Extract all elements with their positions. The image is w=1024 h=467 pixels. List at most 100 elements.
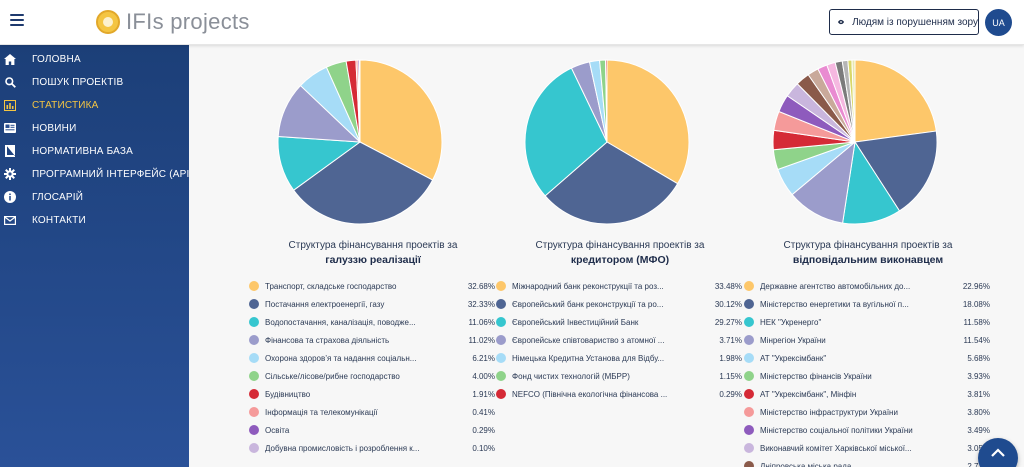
legend-dot-icon bbox=[744, 443, 754, 453]
language-switch-button[interactable]: UA bbox=[985, 9, 1012, 36]
legend-value: 5.68% bbox=[967, 353, 990, 363]
legend-item[interactable]: NEFCO (Північна екологічна фінансова ...… bbox=[496, 385, 744, 403]
legend-item[interactable]: Міжнародний банк реконструкції та роз...… bbox=[496, 277, 744, 295]
pie-chart-sector[interactable] bbox=[277, 59, 443, 225]
legend-item[interactable]: Освіта 0.29% bbox=[249, 421, 497, 439]
sidebar-item-home[interactable]: ГОЛОВНА bbox=[0, 49, 189, 69]
legend-dot-icon bbox=[249, 281, 259, 291]
legend-dot-icon bbox=[744, 371, 754, 381]
legend-item[interactable]: АТ "Укрексімбанк" 5.68% bbox=[744, 349, 992, 367]
sidebar-item-regulatory[interactable]: НОРМАТИВНА БАЗА bbox=[0, 141, 189, 161]
legend-item[interactable]: Міністерство соціальної політики України… bbox=[744, 421, 992, 439]
legend-item[interactable]: Інформація та телекомунікації 0.41% bbox=[249, 403, 497, 421]
legend-label: АТ "Укрексімбанк" bbox=[760, 353, 827, 363]
chart-caption: Структура фінансування проектів за відпо… bbox=[744, 239, 992, 268]
hamburger-menu-icon[interactable] bbox=[10, 14, 24, 26]
legend-item[interactable]: Державне агентство автомобільних до... 22… bbox=[744, 277, 992, 295]
legend-dot-icon bbox=[744, 389, 754, 399]
legend-value: 22.96% bbox=[962, 281, 990, 291]
sidebar-item-statistics[interactable]: СТАТИСТИКА bbox=[0, 95, 189, 115]
legend-item[interactable]: Німецька Кредитна Установа для Відбу... 1… bbox=[496, 349, 744, 367]
legend-item[interactable]: Європейський Інвестиційний Банк 29.27% bbox=[496, 313, 744, 331]
legend-item[interactable]: Фонд чистих технологій (МБРР) 1.15% bbox=[496, 367, 744, 385]
legend-label: Міністерство інфраструктури України bbox=[760, 407, 898, 417]
legend-value: 6.21% bbox=[472, 353, 495, 363]
legend-item[interactable]: Виконавчий комітет Харківської міської..… bbox=[744, 439, 992, 457]
legend-value: 29.27% bbox=[714, 317, 742, 327]
pie-slice[interactable] bbox=[292, 141, 434, 225]
legend-label: Фінансова та страхова діяльність bbox=[265, 335, 390, 345]
legend-item[interactable]: Будівництво 1.91% bbox=[249, 385, 497, 403]
pie-slice[interactable] bbox=[854, 130, 938, 212]
legend-item[interactable]: Дніпровська міська рада2.77% bbox=[744, 457, 992, 467]
legend-dot-icon bbox=[744, 317, 754, 327]
legend-dot-icon bbox=[744, 461, 754, 467]
legend-item[interactable]: Міністерство фінансів України 3.93% bbox=[744, 367, 992, 385]
sidebar-item-label: ГОЛОВНА bbox=[32, 53, 81, 65]
newspaper-icon bbox=[4, 122, 16, 134]
pie-slice[interactable] bbox=[854, 59, 937, 143]
pie-chart-creditor[interactable] bbox=[524, 59, 690, 225]
legend-item[interactable]: Європейське співтовариство з атомної ...… bbox=[496, 331, 744, 349]
legend-item[interactable]: Водопостачання, каналізація, поводже... 1… bbox=[249, 313, 497, 331]
logo-icon bbox=[96, 10, 120, 34]
legend-dot-icon bbox=[744, 335, 754, 345]
chart-caption-line1: Структура фінансування проектів за bbox=[288, 240, 458, 251]
pie-slice[interactable] bbox=[604, 59, 608, 143]
pie-slice[interactable] bbox=[358, 59, 361, 143]
sidebar-item-glossary[interactable]: ГЛОСАРІЙ bbox=[0, 187, 189, 207]
legend-label: Охорона здоров’я та надання соціальн... bbox=[265, 353, 417, 363]
legend-value: 11.54% bbox=[963, 335, 990, 345]
pie-slice[interactable] bbox=[359, 59, 443, 181]
legend-label: Інформація та телекомунікації bbox=[265, 407, 378, 417]
pie-slice[interactable] bbox=[851, 59, 856, 143]
legend-label: Державне агентство автомобільних до... bbox=[760, 281, 911, 291]
eye-icon bbox=[838, 19, 845, 25]
legend-item[interactable]: Європейський банк реконструкції та ро...… bbox=[496, 295, 744, 313]
legend-item[interactable]: АТ "Укрексімбанк", Мінфін 3.81% bbox=[744, 385, 992, 403]
legend-item[interactable]: Міністерство інфраструктури України 3.80% bbox=[744, 403, 992, 421]
pie-slice[interactable] bbox=[544, 141, 679, 225]
legend-dot-icon bbox=[496, 353, 506, 363]
legend-item[interactable]: Мінрегіон України 11.54% bbox=[744, 331, 992, 349]
sidebar-item-label: ПРОГРАМНИЙ ІНТЕРФЕЙС (API) bbox=[32, 168, 193, 180]
legend-item[interactable]: Добувна промисловість і розроблення к...… bbox=[249, 439, 497, 457]
sidebar-item-news[interactable]: НОВИНИ bbox=[0, 118, 189, 138]
legend-dot-icon bbox=[744, 281, 754, 291]
legend-label: Освіта bbox=[265, 425, 290, 435]
legend-dot-icon bbox=[249, 353, 259, 363]
pie-slice[interactable] bbox=[606, 59, 690, 185]
sidebar-item-project-search[interactable]: ПОШУК ПРОЕКТІВ bbox=[0, 72, 189, 92]
sidebar: ГОЛОВНА ПОШУК ПРОЕКТІВ СТАТИСТИКА НОВИНИ… bbox=[0, 45, 193, 467]
legend-item[interactable]: НЕК "Укренерго" 11.58% bbox=[744, 313, 992, 331]
logo[interactable]: IFIs projects bbox=[96, 8, 250, 36]
legend-label: Водопостачання, каналізація, поводже... bbox=[265, 317, 416, 327]
legend-item[interactable]: Сільське/лісове/рибне господарство 4.00% bbox=[249, 367, 497, 385]
bar-chart-icon bbox=[4, 99, 16, 111]
legend-item[interactable]: Міністерство енергетики та вугільної п..… bbox=[744, 295, 992, 313]
accessibility-vision-button[interactable]: Людям із порушенням зору bbox=[829, 9, 979, 35]
info-icon bbox=[4, 191, 16, 203]
legend-dot-icon bbox=[744, 407, 754, 417]
gear-icon bbox=[4, 168, 16, 180]
legend-item[interactable]: Транспорт, складське господарство 32.68% bbox=[249, 277, 497, 295]
legend-label: Добувна промисловість і розроблення к... bbox=[265, 443, 420, 453]
legend-label: Постачання електроенергії, газу bbox=[265, 299, 385, 309]
legend-item[interactable]: Охорона здоров’я та надання соціальн... 6… bbox=[249, 349, 497, 367]
legend-value: 3.71% bbox=[719, 335, 742, 345]
pie-chart-executor[interactable] bbox=[772, 59, 938, 225]
sidebar-item-contacts[interactable]: КОНТАКТИ bbox=[0, 210, 189, 230]
legend-value: 1.98% bbox=[719, 353, 742, 363]
top-header: IFIs projects Людям із порушенням зору U… bbox=[0, 0, 1024, 45]
legend-label: Дніпровська міська рада bbox=[760, 461, 852, 467]
book-icon bbox=[4, 145, 16, 157]
chart-caption: Структура фінансування проектів за креди… bbox=[496, 239, 744, 268]
legend-item[interactable]: Фінансова та страхова діяльність 11.02% bbox=[249, 331, 497, 349]
sidebar-item-api[interactable]: ПРОГРАМНИЙ ІНТЕРФЕЙС (API) bbox=[0, 164, 193, 184]
legend-value: 1.91% bbox=[472, 389, 495, 399]
legend-dot-icon bbox=[496, 281, 506, 291]
scroll-to-top-button[interactable] bbox=[978, 438, 1018, 467]
legend-value: 32.33% bbox=[467, 299, 495, 309]
legend-item[interactable]: Постачання електроенергії, газу 32.33% bbox=[249, 295, 497, 313]
chevron-up-icon bbox=[991, 448, 1005, 457]
